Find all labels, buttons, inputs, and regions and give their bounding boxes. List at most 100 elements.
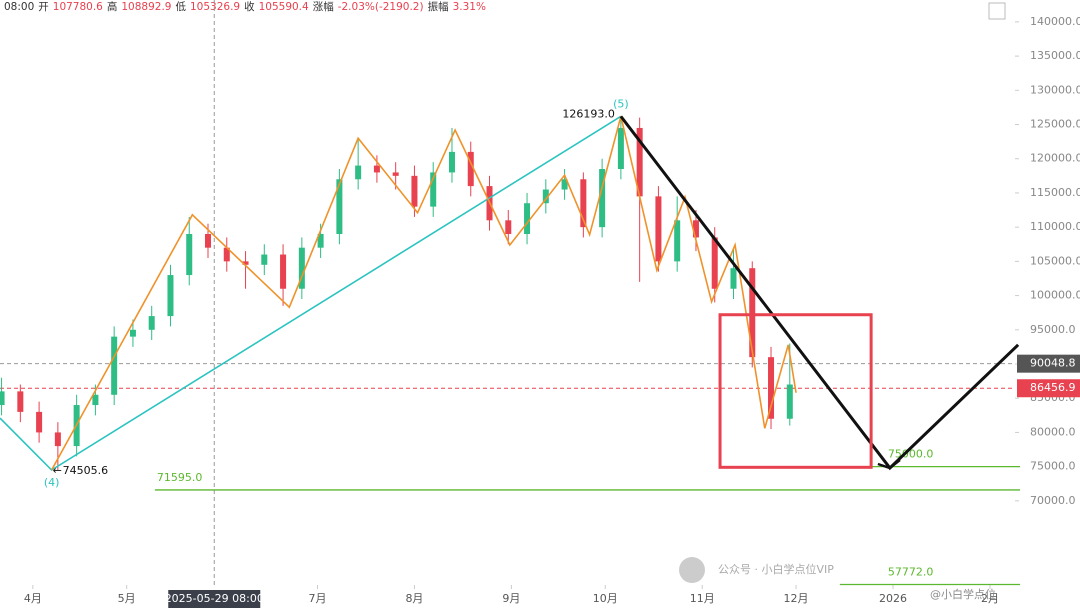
candle-body	[411, 175, 418, 207]
y-tick-label: 140000.0	[1030, 15, 1080, 28]
highlight-box	[718, 313, 873, 469]
crosshair-label: 2025-05-29 08:00	[165, 592, 264, 605]
watermark: 公众号 · 小白学点位VIP	[718, 562, 834, 576]
y-tick-label: 125000.0	[1030, 118, 1080, 131]
candle-body	[505, 220, 512, 234]
wave-zigzag	[50, 116, 797, 471]
header-item: 08:00	[4, 1, 34, 13]
candle-body	[167, 275, 174, 317]
x-tick-label: 7月	[308, 592, 326, 605]
candle-body	[711, 237, 718, 289]
x-tick-label: 5月	[118, 592, 136, 605]
candle-body	[373, 165, 380, 173]
level-label: 71595.0	[157, 471, 203, 484]
peak-label: 126193.0	[562, 107, 615, 120]
y-tick-label: 120000.0	[1030, 152, 1080, 165]
candle-body	[148, 316, 155, 330]
x-tick-label: 9月	[502, 592, 520, 605]
trough-arrow: ←	[53, 464, 62, 477]
candle-body	[542, 189, 549, 204]
candle-body	[261, 254, 268, 265]
x-tick-label: 10月	[593, 592, 618, 605]
header-item: 开	[38, 1, 49, 13]
ohlc-header: 08:00 开 107780.6 高 108892.9 低 105326.9 收 105590.…	[4, 0, 486, 13]
candle-body	[355, 165, 362, 180]
header-item: 高	[107, 0, 118, 13]
candle-body	[336, 179, 343, 234]
candle-body	[0, 391, 5, 406]
candle-body	[17, 391, 24, 412]
candle-body	[36, 411, 43, 433]
price-tag-box	[1017, 354, 1080, 373]
candle-body	[223, 247, 230, 262]
candle-body	[636, 127, 643, 197]
candle-body	[768, 357, 775, 419]
price-tag: 86456.9	[1030, 381, 1076, 394]
candle-body	[54, 432, 61, 447]
candle-body	[129, 329, 136, 337]
y-tick-label: 75000.0	[1030, 460, 1076, 473]
y-tick-label: 110000.0	[1030, 220, 1080, 233]
y-tick-label: 95000.0	[1030, 323, 1076, 336]
x-tick-label: 4月	[24, 592, 42, 605]
header-item: 收	[244, 0, 255, 13]
candle-body	[467, 151, 474, 187]
candle-body	[448, 151, 455, 173]
price-tag-box	[1017, 379, 1080, 398]
price-tag: 90048.8	[1030, 357, 1076, 370]
candle-body	[92, 394, 99, 406]
crosshair-label-box	[168, 590, 261, 608]
candle-body	[392, 172, 399, 176]
header-item: 3.31%	[453, 1, 486, 13]
y-tick-label: 80000.0	[1030, 425, 1076, 438]
header-item: 107780.6	[53, 1, 103, 13]
candle-body	[186, 234, 193, 276]
candle-body	[242, 261, 249, 265]
candle-body	[298, 247, 305, 289]
candle-body	[674, 220, 681, 262]
candle-body	[599, 169, 606, 228]
header-item: 涨幅	[313, 0, 334, 13]
header-item: 低	[175, 0, 186, 13]
arrow-head	[877, 459, 901, 470]
candle-body	[430, 172, 437, 207]
candle-body	[205, 234, 212, 248]
header-item: -2.03%(-2190.2)	[338, 1, 424, 13]
trough-label: 74505.6	[63, 464, 109, 477]
x-tick-label: 2月	[981, 592, 999, 605]
header-item: 振幅	[428, 0, 449, 13]
candle-body	[730, 268, 737, 289]
watermark-corner: @小白学点位	[930, 587, 996, 601]
header-item: 105326.9	[190, 1, 240, 13]
x-tick-label: 12月	[784, 592, 809, 605]
candle-body	[692, 220, 699, 238]
trough-wave: (4)	[44, 476, 60, 489]
candle-body	[617, 127, 624, 169]
candle-body	[749, 268, 756, 358]
y-tick-label: 100000.0	[1030, 289, 1080, 302]
level-label: 57772.0	[888, 566, 934, 579]
y-tick-label: 130000.0	[1030, 83, 1080, 96]
expand-icon[interactable]	[988, 2, 1006, 20]
x-tick-label: 2026	[879, 592, 907, 605]
candle-body	[786, 384, 793, 419]
candle-body	[111, 336, 118, 395]
y-tick-label: 70000.0	[1030, 494, 1076, 507]
candle-body	[655, 196, 662, 262]
candle-body	[280, 254, 287, 289]
watermark-icon	[679, 557, 705, 583]
y-tick-label: 115000.0	[1030, 186, 1080, 199]
candle-body	[561, 179, 568, 190]
header-item: 105590.4	[259, 1, 309, 13]
candle-body	[524, 203, 531, 234]
candle-body	[317, 234, 324, 248]
x-tick-label: 8月	[405, 592, 423, 605]
x-tick-label: 11月	[690, 592, 715, 605]
header-text: 08:00 开 107780.6 高 108892.9 低 105326.9 收 105590.…	[4, 0, 486, 13]
y-tick-label: 135000.0	[1030, 49, 1080, 62]
peak-wave: (5)	[613, 97, 629, 110]
header-item: 108892.9	[121, 1, 171, 13]
y-tick-label: 105000.0	[1030, 254, 1080, 267]
